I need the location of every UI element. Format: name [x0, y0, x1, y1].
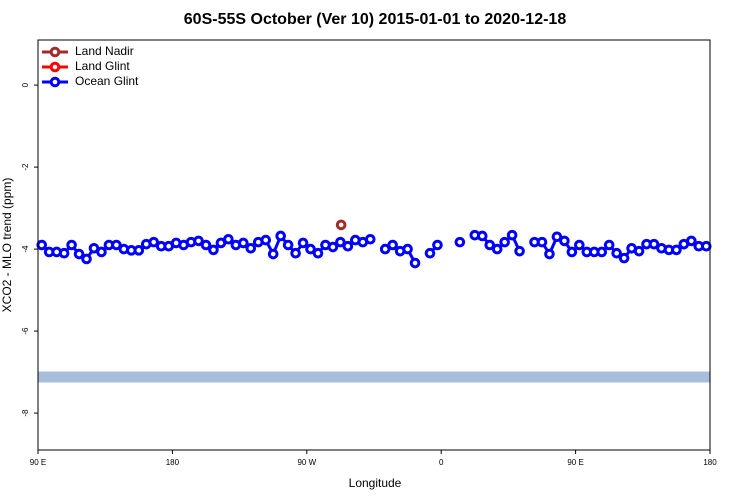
- point: [633, 245, 645, 257]
- point: [96, 246, 107, 258]
- point: [611, 247, 622, 259]
- point: [200, 239, 212, 251]
- point: [275, 230, 286, 242]
- point: [335, 219, 347, 231]
- point: [700, 240, 712, 252]
- point: [402, 243, 413, 255]
- x-tick-label: 90 W: [297, 458, 316, 467]
- point: [409, 257, 421, 269]
- point: [424, 247, 436, 259]
- x-tick-label: 90 E: [567, 458, 583, 467]
- point: [559, 235, 570, 247]
- legend-label: Ocean Glint: [75, 74, 139, 88]
- plot-frame: [37, 39, 711, 451]
- point: [290, 247, 301, 259]
- legend-marker: [49, 76, 61, 88]
- legend-marker: [49, 61, 61, 73]
- point: [544, 248, 555, 260]
- point: [312, 247, 324, 259]
- point: [73, 248, 85, 260]
- legend-label: Land Glint: [75, 59, 130, 73]
- point: [260, 234, 272, 246]
- point: [305, 243, 316, 255]
- point: [387, 239, 398, 251]
- point: [238, 237, 249, 249]
- point: [574, 239, 585, 251]
- point: [335, 236, 346, 248]
- point: [491, 243, 503, 255]
- y-tick-label: -2: [21, 163, 30, 171]
- point: [484, 239, 496, 251]
- point: [536, 236, 548, 248]
- point: [297, 237, 309, 249]
- point: [566, 246, 578, 258]
- point: [208, 244, 219, 256]
- point: [618, 252, 630, 264]
- point: [267, 248, 279, 260]
- point: [58, 247, 70, 259]
- legend-marker: [49, 46, 61, 58]
- point: [193, 235, 204, 247]
- x-tick-label: 90 E: [30, 458, 46, 467]
- point: [454, 236, 466, 248]
- point: [596, 246, 608, 258]
- point: [686, 235, 697, 247]
- point: [364, 233, 376, 245]
- point: [432, 239, 443, 251]
- point: [342, 240, 354, 252]
- y-tick-label: -4: [21, 245, 30, 253]
- point: [66, 239, 77, 251]
- point: [148, 236, 160, 248]
- chart-title: 60S-55S October (Ver 10) 2015-01-01 to 2…: [184, 11, 567, 28]
- point: [81, 253, 92, 265]
- x-tick-label: 180: [166, 458, 180, 467]
- point: [551, 231, 563, 243]
- point: [671, 244, 682, 256]
- x-tick-label: 0: [439, 458, 444, 467]
- point: [603, 239, 615, 251]
- y-axis-label: XCO2 - MLO trend (ppm): [0, 178, 14, 313]
- point: [245, 242, 257, 254]
- point: [379, 243, 391, 255]
- point: [327, 241, 339, 253]
- point: [476, 230, 488, 242]
- point: [36, 239, 48, 251]
- point: [282, 239, 294, 251]
- point: [133, 245, 145, 256]
- x-tick-label: 180: [703, 458, 717, 467]
- y-tick-label: 0: [21, 82, 30, 87]
- x-axis-label: Longitude: [349, 476, 402, 490]
- point: [506, 229, 518, 241]
- point: [648, 238, 660, 250]
- y-tick-label: -8: [21, 409, 30, 417]
- legend-label: Land Nadir: [75, 44, 134, 58]
- point: [111, 239, 122, 251]
- point: [499, 236, 510, 248]
- y-tick-label: -6: [21, 327, 30, 335]
- point: [223, 233, 234, 245]
- point: [514, 245, 525, 257]
